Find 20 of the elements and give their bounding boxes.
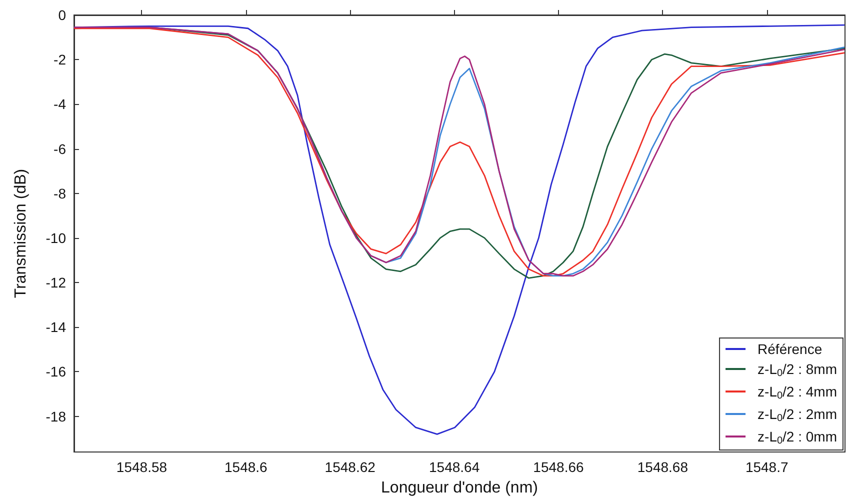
- x-tick-label: 1548.62: [324, 459, 376, 475]
- legend-label: Référence: [758, 341, 822, 357]
- x-tick-label: 1548.6: [224, 459, 268, 475]
- y-tick-label: -6: [54, 140, 66, 157]
- y-tick-label: -10: [46, 230, 66, 246]
- y-tick-label: -14: [46, 319, 66, 336]
- y-tick-label: 0: [58, 7, 66, 23]
- y-tick-label: -18: [46, 408, 66, 424]
- x-tick-label: 1548.7: [745, 459, 788, 475]
- y-tick-label: -16: [46, 364, 66, 380]
- y-tick-label: -12: [46, 274, 66, 291]
- y-tick-label: -4: [54, 96, 66, 112]
- x-tick-label: 1548.66: [533, 459, 584, 475]
- x-axis-title: Longueur d'onde (nm): [381, 480, 538, 496]
- x-tick-label: 1548.58: [116, 459, 168, 475]
- y-tick-label: -2: [54, 52, 66, 68]
- y-axis-title: Transmission (dB): [12, 168, 30, 298]
- x-tick-label: 1548.64: [428, 459, 480, 475]
- x-tick-label: 1548.68: [637, 459, 688, 475]
- y-tick-label: -8: [54, 185, 66, 202]
